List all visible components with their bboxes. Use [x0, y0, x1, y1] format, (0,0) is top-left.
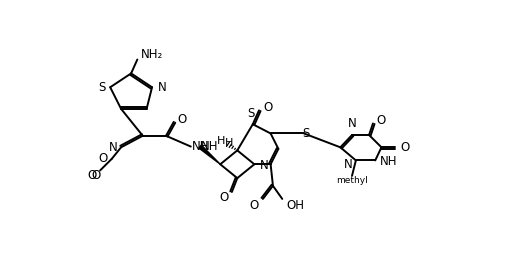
Text: N: N — [348, 116, 357, 130]
Text: N: N — [260, 159, 268, 172]
Text: O: O — [400, 141, 409, 154]
Text: H: H — [217, 136, 225, 146]
Polygon shape — [199, 145, 220, 164]
Text: N: N — [158, 81, 166, 94]
Text: methyl: methyl — [336, 176, 368, 185]
Text: NH₂: NH₂ — [140, 48, 163, 61]
Text: O: O — [250, 198, 259, 212]
Text: H: H — [225, 138, 233, 148]
Text: OH: OH — [286, 198, 304, 212]
Text: NH: NH — [192, 140, 209, 153]
Text: O: O — [88, 168, 97, 182]
Text: N: N — [109, 141, 117, 154]
Text: O: O — [99, 152, 108, 165]
Text: NH: NH — [380, 155, 397, 168]
Text: S: S — [302, 127, 309, 140]
Text: O: O — [177, 113, 187, 126]
Text: S: S — [247, 107, 255, 120]
Text: O: O — [263, 101, 272, 114]
Text: O: O — [220, 191, 229, 204]
Text: O: O — [377, 114, 386, 127]
Text: S: S — [98, 81, 105, 94]
Text: N: N — [344, 158, 353, 171]
Text: NH: NH — [201, 140, 218, 153]
Text: O: O — [91, 168, 100, 182]
